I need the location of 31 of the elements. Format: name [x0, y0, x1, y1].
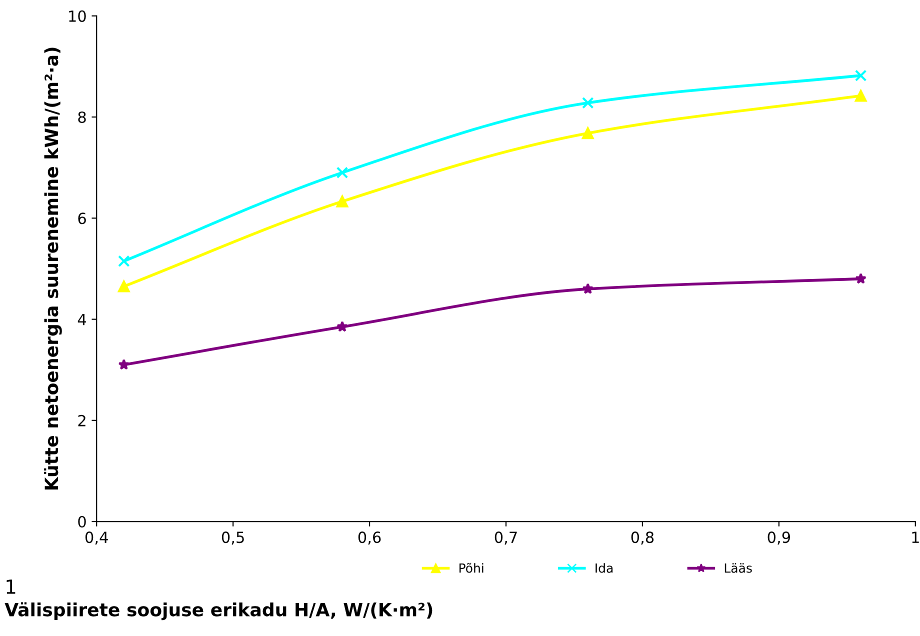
- y-tick-label: 4: [78, 314, 86, 326]
- point: [336, 166, 348, 179]
- y-tick-label: 8: [78, 111, 86, 124]
- x-tick-label: 0,7: [494, 532, 517, 545]
- point: [854, 70, 867, 82]
- x-axis-title: Välispiirete soojuse erikadu H/A, W/(K·m²): [4, 602, 432, 620]
- x-tick-label: 0,9: [768, 532, 790, 545]
- legend-label: Põhi: [460, 562, 484, 573]
- point: [582, 283, 594, 294]
- x-tick-label: 0,4: [85, 532, 108, 545]
- x-tick-label: 0,5: [222, 532, 244, 545]
- y-tick-label: 2: [78, 414, 86, 426]
- y-tick-label: 0: [78, 516, 86, 528]
- point: [336, 320, 348, 332]
- y-axis-title: Kütte netoenergia suurenemine kWh/(m²·a): [44, 48, 62, 490]
- point: [582, 127, 594, 140]
- point: [118, 255, 130, 268]
- point: [336, 196, 348, 208]
- x-tick-label: 0,6: [358, 532, 381, 545]
- legend-label: Ida: [596, 563, 613, 573]
- point: [118, 358, 130, 370]
- y-tick-label: 6: [78, 212, 86, 224]
- point: [854, 90, 867, 102]
- x-tick-label: 1: [912, 532, 919, 543]
- x-tick-label: 0,8: [631, 532, 654, 545]
- y-tick-label: 10: [69, 10, 86, 22]
- point: [118, 280, 130, 292]
- point: [582, 96, 594, 109]
- point: [855, 272, 866, 284]
- legend-label: Lääs: [724, 563, 752, 573]
- text: 1: [6, 580, 16, 594]
